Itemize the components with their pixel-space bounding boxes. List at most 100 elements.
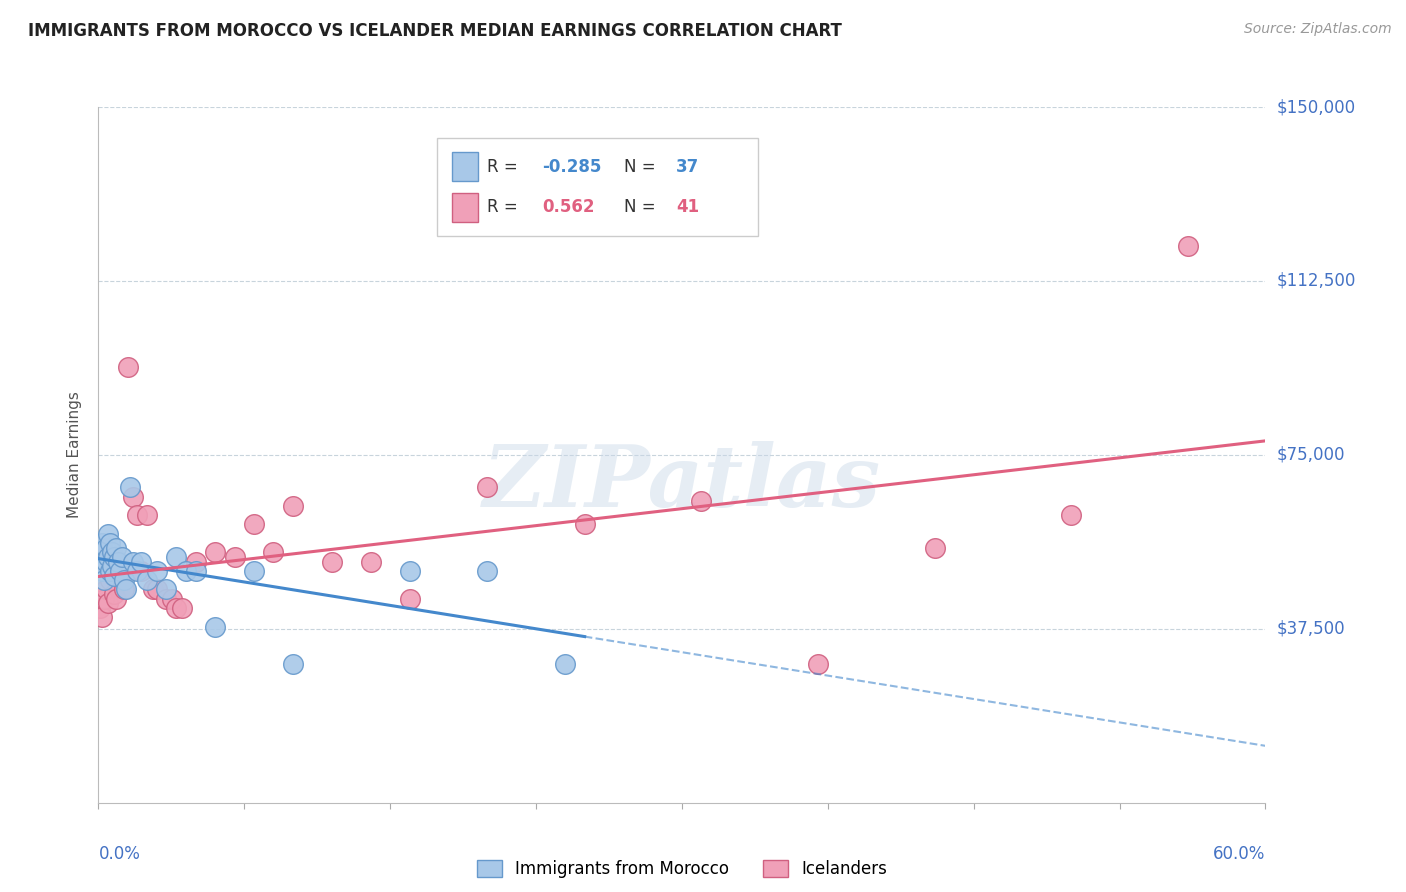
Y-axis label: Median Earnings: Median Earnings (67, 392, 83, 518)
Point (281, 499, 304, 513)
Point (184, 564, 207, 578)
Point (91, 610, 114, 624)
Point (103, 568, 125, 582)
Point (89, 601, 111, 615)
Point (184, 555, 207, 569)
Point (136, 573, 159, 587)
Point (112, 582, 135, 597)
FancyBboxPatch shape (437, 138, 758, 235)
Point (117, 359, 139, 374)
Point (262, 545, 284, 559)
Text: 0.0%: 0.0% (98, 845, 141, 863)
Point (155, 582, 177, 597)
Point (807, 657, 830, 671)
Text: $37,500: $37,500 (1277, 620, 1346, 638)
Point (1060, 508, 1083, 523)
Point (127, 508, 149, 523)
Point (165, 549, 187, 564)
Point (224, 549, 246, 564)
Point (107, 555, 129, 569)
Text: 0.562: 0.562 (541, 198, 595, 216)
Point (142, 582, 165, 597)
Text: ZIPatlas: ZIPatlas (482, 441, 882, 524)
Point (243, 517, 266, 532)
Text: 60.0%: 60.0% (1213, 845, 1265, 863)
Point (146, 564, 169, 578)
Point (155, 591, 177, 606)
Point (97, 526, 120, 541)
Point (122, 490, 145, 504)
Point (170, 601, 193, 615)
Point (574, 517, 596, 532)
Text: 37: 37 (676, 158, 699, 176)
Point (111, 573, 134, 587)
Point (91, 564, 114, 578)
Point (91, 536, 114, 550)
Legend: Immigrants from Morocco, Icelanders: Immigrants from Morocco, Icelanders (470, 854, 894, 885)
Text: $75,000: $75,000 (1277, 446, 1346, 464)
Point (165, 601, 187, 615)
Text: -0.285: -0.285 (541, 158, 602, 176)
Point (93, 545, 115, 559)
Point (118, 480, 141, 494)
Point (97, 596, 120, 610)
Point (146, 582, 169, 597)
Point (398, 564, 420, 578)
Point (321, 555, 343, 569)
Text: $150,000: $150,000 (1277, 98, 1355, 116)
Text: N =: N = (623, 198, 661, 216)
Point (174, 564, 197, 578)
Point (103, 587, 125, 601)
Point (103, 549, 125, 564)
Point (281, 657, 304, 671)
Point (93, 591, 115, 606)
Point (108, 564, 131, 578)
Point (398, 591, 420, 606)
Text: R =: R = (486, 158, 523, 176)
FancyBboxPatch shape (451, 153, 478, 181)
Point (96, 555, 118, 569)
Point (114, 582, 136, 597)
Point (204, 545, 226, 559)
Point (97, 549, 120, 564)
Point (1177, 239, 1199, 253)
Point (98, 564, 121, 578)
Point (101, 564, 124, 578)
Text: N =: N = (623, 158, 661, 176)
Point (89, 555, 111, 569)
Point (477, 480, 499, 494)
Point (162, 591, 184, 606)
Point (101, 559, 124, 574)
Point (129, 555, 152, 569)
Point (118, 564, 141, 578)
Point (129, 564, 152, 578)
Text: $112,500: $112,500 (1277, 272, 1355, 290)
Point (111, 549, 134, 564)
Text: 41: 41 (676, 198, 699, 216)
Point (690, 494, 713, 508)
FancyBboxPatch shape (451, 193, 478, 222)
Point (122, 555, 145, 569)
Point (924, 541, 946, 555)
Point (136, 508, 159, 523)
Point (204, 619, 226, 633)
Point (104, 591, 127, 606)
Text: IMMIGRANTS FROM MOROCCO VS ICELANDER MEDIAN EARNINGS CORRELATION CHART: IMMIGRANTS FROM MOROCCO VS ICELANDER MED… (28, 22, 842, 40)
Point (360, 555, 382, 569)
Point (477, 564, 499, 578)
Point (554, 657, 576, 671)
Point (107, 555, 129, 569)
Point (93, 573, 115, 587)
Text: R =: R = (486, 198, 523, 216)
Point (98, 573, 121, 587)
Text: Source: ZipAtlas.com: Source: ZipAtlas.com (1244, 22, 1392, 37)
Point (243, 564, 266, 578)
Point (112, 573, 135, 587)
Point (101, 545, 124, 559)
Point (104, 541, 127, 555)
Point (127, 564, 149, 578)
Point (96, 541, 118, 555)
Point (96, 582, 118, 597)
Point (98, 536, 121, 550)
Point (108, 564, 131, 578)
